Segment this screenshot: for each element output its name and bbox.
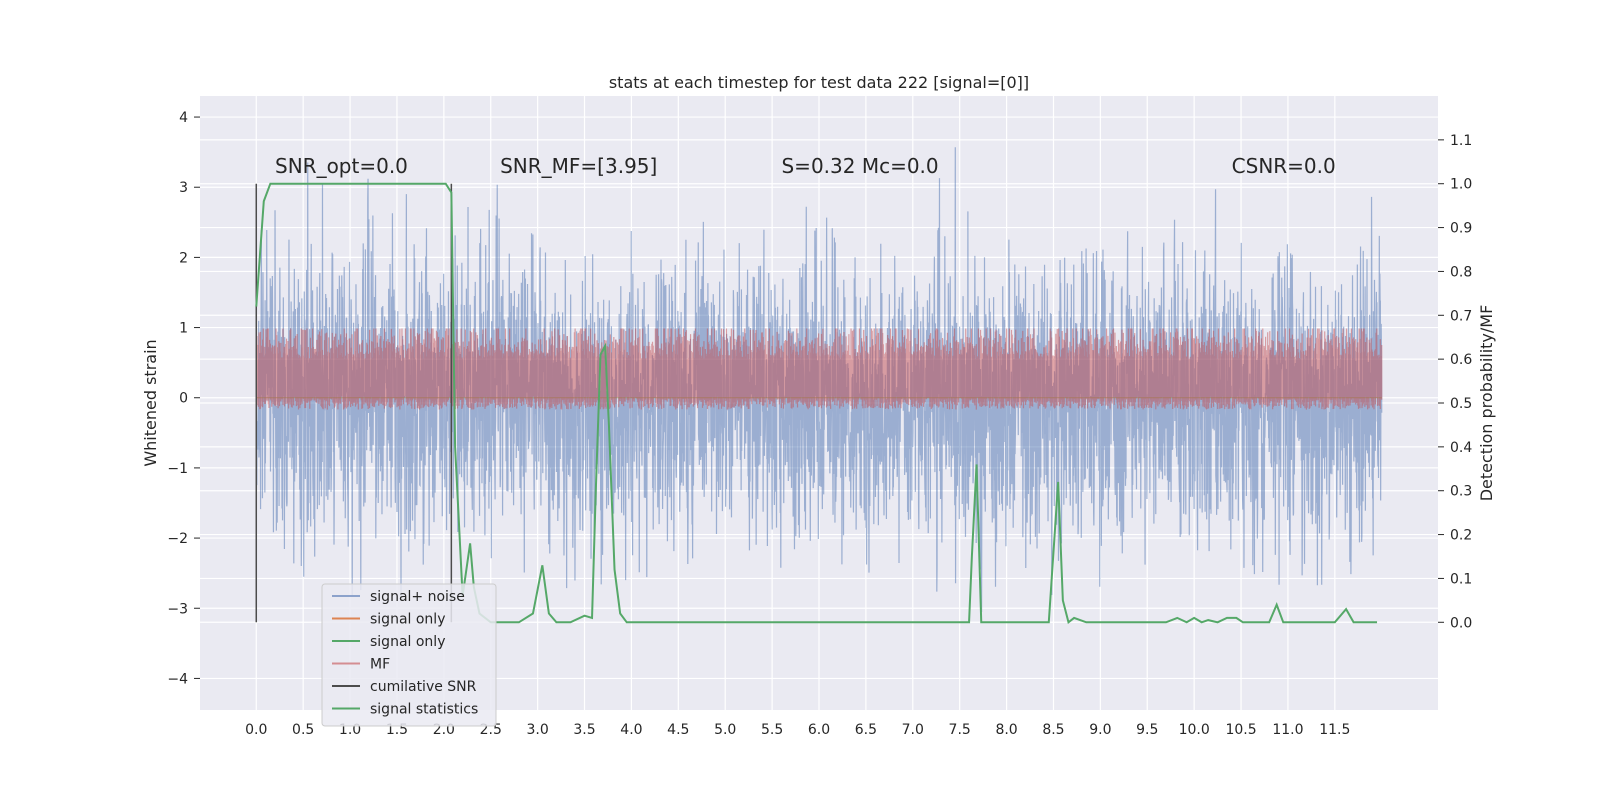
- legend-entry: signal only: [370, 634, 445, 650]
- x-tick-label: 10.0: [1179, 722, 1210, 738]
- y-right-tick-label: 0.3: [1450, 484, 1472, 500]
- y-right-tick-label: 0.7: [1450, 308, 1472, 324]
- legend-entry: signal statistics: [370, 702, 478, 718]
- y-right-tick-label: 0.6: [1450, 352, 1472, 368]
- y-tick-label: 4: [179, 110, 188, 126]
- x-tick-label: 10.5: [1225, 722, 1256, 738]
- y-tick-label: 2: [179, 250, 188, 266]
- x-tick-label: 8.0: [995, 722, 1017, 738]
- y-tick-label: 3: [179, 180, 188, 196]
- y-right-tick-label: 1.0: [1450, 177, 1472, 193]
- y-tick-label: 0: [179, 391, 188, 407]
- x-tick-label: 6.5: [855, 722, 877, 738]
- y-right-tick-label: 0.2: [1450, 528, 1472, 544]
- x-tick-label: 5.0: [714, 722, 736, 738]
- x-tick-label: 9.5: [1136, 722, 1158, 738]
- x-tick-label: 6.0: [808, 722, 830, 738]
- y-right-tick-label: 1.1: [1450, 133, 1472, 149]
- y-right-axis-label: Detection probability/MF: [1477, 305, 1496, 502]
- x-tick-label: 7.5: [949, 722, 971, 738]
- legend-entry: MF: [370, 657, 390, 673]
- series-layer: [255, 147, 1383, 625]
- legend-entry: cumilative SNR: [370, 679, 477, 695]
- legend-entry: signal+ noise: [370, 589, 465, 605]
- x-tick-label: 3.5: [573, 722, 595, 738]
- x-tick-label: 4.5: [667, 722, 689, 738]
- legend-box: [321, 583, 497, 727]
- y-axis-ticks: −4 −3 −2 −1 0 1 2 3 4: [167, 110, 200, 687]
- x-tick-label: 9.0: [1089, 722, 1111, 738]
- x-tick-label: 11.0: [1272, 722, 1303, 738]
- x-tick-label: 0.0: [245, 722, 267, 738]
- x-tick-label: 0.5: [292, 722, 314, 738]
- x-tick-label: 3.0: [527, 722, 549, 738]
- series-signal-statistics: [255, 182, 1378, 625]
- annotation: SNR_opt=0.0: [275, 154, 408, 178]
- series-mf: [255, 328, 1383, 410]
- x-tick-label: 7.0: [902, 722, 924, 738]
- x-tick-label: 4.0: [620, 722, 642, 738]
- x-tick-label: 11.5: [1319, 722, 1350, 738]
- y-axis-label: Whitened strain: [141, 339, 160, 466]
- x-axis-ticks: 0.0 0.5 1.0 1.5 2.0 2.5 3.0 3.5 4.0 4.5 5.0 5.5 6.0 6…: [245, 722, 1350, 738]
- annotation: CSNR=0.0: [1232, 154, 1336, 178]
- y-right-tick-label: 0.1: [1450, 571, 1472, 587]
- annotation: SNR_MF=[3.95]: [500, 154, 657, 178]
- y-tick-label: −2: [167, 531, 188, 547]
- chart-title: stats at each timestep for test data 222…: [609, 73, 1029, 92]
- y-right-tick-label: 0.8: [1450, 264, 1472, 280]
- y-tick-label: −4: [167, 671, 188, 687]
- y-tick-label: −3: [167, 601, 188, 617]
- annotations: SNR_opt=0.0 SNR_MF=[3.95] S=0.32 Mc=0.0 CSN…: [275, 154, 1336, 178]
- legend-entry: signal only: [370, 612, 445, 628]
- y-tick-label: −1: [167, 461, 188, 477]
- y-tick-label: 1: [179, 321, 188, 337]
- annotation: S=0.32 Mc=0.0: [781, 154, 938, 178]
- y-right-tick-label: 0.0: [1450, 615, 1472, 631]
- x-tick-label: 8.5: [1042, 722, 1064, 738]
- y-right-axis-ticks: 0.0 0.1 0.2 0.3 0.4 0.5 0.6 0.7 0.8 0.9 1.0 1.1: [1438, 133, 1472, 631]
- y-right-tick-label: 0.4: [1450, 440, 1472, 456]
- legend: signal+ noise signal only signal only MF cum…: [321, 583, 497, 727]
- x-tick-label: 5.5: [761, 722, 783, 738]
- y-right-tick-label: 0.9: [1450, 221, 1472, 237]
- y-right-tick-label: 0.5: [1450, 396, 1472, 412]
